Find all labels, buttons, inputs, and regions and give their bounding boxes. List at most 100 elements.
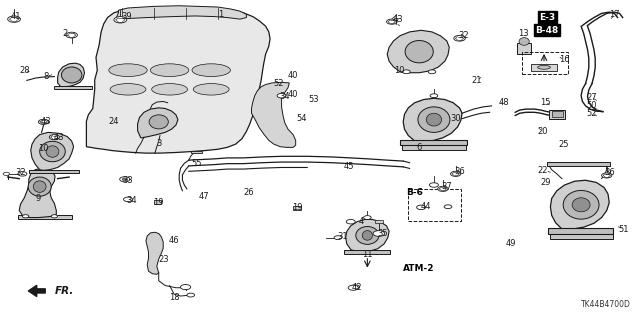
Circle shape [38, 119, 49, 124]
Text: 6: 6 [417, 143, 422, 152]
Circle shape [364, 216, 371, 219]
Text: 23: 23 [159, 255, 169, 263]
Bar [154, 200, 161, 204]
Ellipse shape [426, 113, 442, 126]
Text: 20: 20 [538, 127, 548, 136]
Text: E-3: E-3 [539, 13, 556, 22]
Text: 27: 27 [587, 93, 597, 102]
Polygon shape [403, 98, 462, 142]
Text: 43: 43 [54, 133, 64, 142]
Text: 48: 48 [499, 98, 509, 107]
Text: 52: 52 [273, 79, 284, 88]
Text: 22: 22 [538, 166, 548, 175]
Circle shape [351, 285, 360, 289]
Bar [54, 86, 92, 89]
Bar [547, 162, 610, 166]
Text: 34: 34 [126, 197, 136, 205]
Ellipse shape [28, 177, 51, 196]
Bar [29, 170, 79, 173]
Bar [375, 220, 383, 223]
Circle shape [454, 35, 465, 41]
Circle shape [18, 172, 27, 176]
Text: ATM-2: ATM-2 [403, 264, 435, 273]
Text: 15: 15 [540, 98, 550, 107]
Bar [531, 64, 557, 71]
Text: 31: 31 [337, 232, 348, 241]
Ellipse shape [150, 64, 189, 77]
Bar [549, 110, 565, 119]
Text: 43: 43 [393, 15, 403, 24]
Bar [552, 111, 563, 117]
Circle shape [22, 215, 29, 218]
Bar [191, 151, 202, 153]
Text: 24: 24 [109, 117, 119, 126]
Circle shape [444, 205, 452, 209]
Ellipse shape [538, 65, 550, 69]
Text: B-48: B-48 [536, 26, 559, 35]
Text: 10: 10 [394, 66, 404, 75]
Text: 37: 37 [442, 182, 452, 191]
Bar [550, 233, 613, 239]
Text: 1: 1 [218, 10, 223, 19]
Circle shape [114, 17, 127, 23]
Polygon shape [138, 108, 178, 138]
Text: 30: 30 [451, 114, 461, 123]
Circle shape [8, 16, 20, 22]
Circle shape [403, 70, 410, 74]
Bar [344, 250, 390, 254]
Circle shape [438, 186, 448, 191]
Text: 10: 10 [38, 144, 49, 153]
Text: 40: 40 [288, 90, 298, 99]
Text: 3: 3 [156, 139, 161, 148]
Text: 41: 41 [11, 12, 21, 21]
Text: 26: 26 [243, 189, 253, 197]
Circle shape [417, 205, 426, 210]
Text: 53: 53 [308, 95, 319, 104]
Ellipse shape [46, 146, 59, 157]
Circle shape [429, 183, 438, 187]
Polygon shape [116, 6, 246, 20]
Text: 2: 2 [63, 29, 68, 38]
Circle shape [334, 236, 342, 240]
Polygon shape [387, 30, 449, 73]
Circle shape [124, 197, 132, 202]
Ellipse shape [356, 226, 379, 244]
Ellipse shape [572, 198, 590, 212]
Ellipse shape [418, 107, 450, 132]
Bar [402, 144, 466, 150]
Text: 9: 9 [36, 194, 41, 203]
Polygon shape [58, 63, 84, 87]
Circle shape [428, 70, 436, 74]
Text: 8: 8 [44, 72, 49, 81]
Text: 25: 25 [558, 140, 568, 149]
Circle shape [66, 32, 77, 38]
Text: 54: 54 [297, 114, 307, 123]
Circle shape [120, 177, 130, 182]
Polygon shape [19, 168, 56, 218]
Circle shape [122, 178, 127, 181]
Text: 7: 7 [393, 19, 398, 27]
Text: 33: 33 [123, 176, 133, 185]
Circle shape [346, 219, 355, 224]
Ellipse shape [362, 231, 372, 240]
Text: 44: 44 [420, 202, 431, 211]
Text: B-6: B-6 [406, 188, 423, 197]
Ellipse shape [519, 38, 529, 45]
Bar [408, 189, 461, 221]
Text: 13: 13 [518, 29, 529, 38]
Polygon shape [146, 232, 163, 274]
Text: 43: 43 [41, 117, 51, 126]
Text: 40: 40 [288, 71, 298, 80]
Ellipse shape [192, 64, 230, 77]
Circle shape [430, 94, 438, 98]
Polygon shape [31, 132, 74, 170]
Bar [522, 52, 568, 74]
Text: FR.: FR. [54, 286, 74, 296]
Text: 50: 50 [587, 101, 597, 110]
Ellipse shape [149, 115, 168, 129]
Polygon shape [346, 219, 389, 251]
Text: 28: 28 [19, 66, 29, 75]
Text: 45: 45 [344, 162, 354, 171]
Text: 36: 36 [454, 167, 465, 176]
Circle shape [387, 19, 397, 24]
